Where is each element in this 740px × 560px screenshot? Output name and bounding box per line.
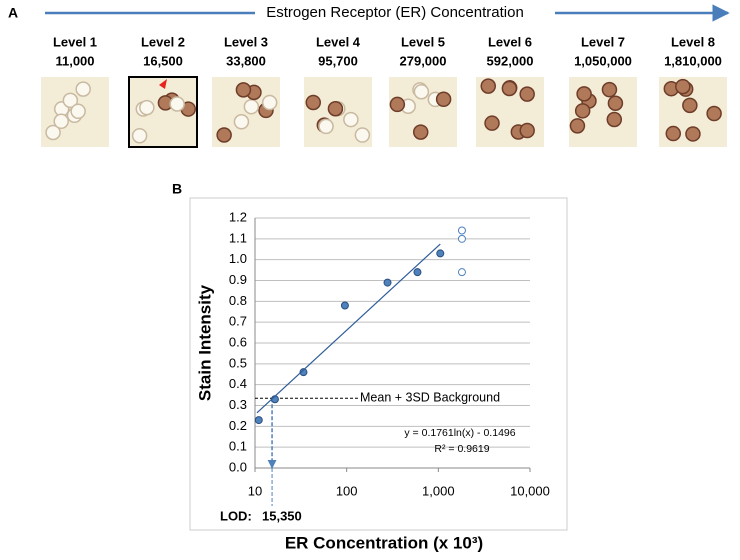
cell [131, 127, 148, 144]
y-tick-label: 0.9 [229, 272, 247, 287]
cell [70, 103, 86, 120]
point [299, 368, 308, 377]
cell [343, 111, 359, 128]
level-name: Level 1 [53, 34, 97, 49]
cell [243, 98, 260, 115]
y-tick-label: 0.2 [229, 418, 247, 433]
level-value: 16,500 [143, 53, 183, 68]
cell [685, 126, 701, 142]
r-squared: R² = 0.9619 [434, 443, 489, 455]
cell [305, 94, 322, 111]
trendline [256, 243, 441, 414]
level-value: 1,050,000 [574, 53, 632, 68]
cell [519, 86, 535, 102]
level-name: Level 6 [488, 34, 532, 49]
level-value: 592,000 [487, 53, 534, 68]
y-tick-label: 0.0 [229, 459, 247, 474]
chart: 0.0 0.1 0.2 0.3 0.4 0.5 0.6 0.7 0.8 0.9 1.0 1.1 1.2 1… [195, 209, 549, 552]
cell [139, 99, 155, 116]
cell [216, 127, 232, 143]
y-tick-label: 0.8 [229, 293, 247, 308]
open-point [457, 226, 466, 235]
level-value: 279,000 [400, 53, 447, 68]
y-tick-label: 0.4 [229, 376, 247, 391]
cell [606, 111, 623, 128]
x-tick-label: 10 [248, 483, 262, 498]
title-bg [255, 2, 555, 24]
x-tick-label: 10,000 [510, 483, 550, 498]
cell [235, 82, 252, 98]
cell [675, 78, 691, 95]
level-value: 95,700 [318, 53, 358, 68]
cell [233, 114, 250, 130]
level-name: Level 8 [671, 34, 715, 49]
levels: Level 1 11,000 Level 2 16,500 Level 3 33,800 L… [41, 34, 727, 148]
cell [62, 92, 79, 109]
cell [169, 96, 185, 112]
cell [569, 118, 586, 134]
cell [75, 81, 91, 97]
panel-title: Estrogen Receptor (ER) Concentration [266, 4, 524, 21]
cell [601, 81, 618, 98]
cell [413, 84, 430, 100]
level-name: Level 7 [581, 34, 625, 49]
level-name: Level 3 [224, 34, 268, 49]
cell [45, 124, 61, 141]
cell [480, 78, 497, 94]
cell [519, 122, 535, 139]
cell [389, 96, 406, 113]
cell [435, 91, 452, 108]
cell [53, 113, 69, 130]
y-tick-label: 1.2 [229, 209, 247, 224]
y-tick-label: 1.1 [229, 230, 247, 245]
cell [576, 86, 592, 102]
equation: y = 0.1761ln(x) - 0.1496 [404, 427, 515, 439]
cell [318, 118, 334, 135]
cell [261, 94, 278, 111]
y-tick-label: 0.1 [229, 439, 247, 454]
x-tick-label: 100 [336, 483, 358, 498]
cell [706, 105, 722, 122]
level-name: Level 2 [141, 34, 185, 49]
level-name: Level 5 [401, 34, 445, 49]
cell [327, 100, 344, 117]
open-point [457, 234, 466, 243]
level-value: 33,800 [226, 53, 266, 68]
panel-label: B [172, 181, 182, 197]
y-tick-label: 0.6 [229, 334, 247, 349]
x-tick-label: 1,000 [422, 483, 455, 498]
open-point [457, 268, 466, 277]
x-axis-title: ER Concentration (x 10³) [285, 533, 483, 552]
point [436, 249, 445, 258]
y-tick-label: 1.0 [229, 251, 247, 266]
cell [501, 80, 518, 97]
y-tick-label: 0.5 [229, 355, 247, 370]
cell [412, 124, 429, 140]
cell [665, 125, 682, 142]
level-name: Level 4 [316, 34, 361, 49]
cell [607, 95, 624, 111]
point [254, 416, 263, 425]
lod-label: LOD: [220, 508, 252, 523]
lod-value: 15,350 [262, 508, 302, 523]
cell [682, 97, 698, 114]
level-value: 1,810,000 [664, 53, 722, 68]
y-tick-label: 0.7 [229, 314, 247, 329]
level-value: 11,000 [55, 53, 94, 68]
cell [484, 115, 500, 131]
point [383, 278, 392, 287]
threshold-label: Mean + 3SD Background [360, 391, 500, 405]
cell [574, 103, 591, 119]
cell [354, 127, 371, 143]
red-arrow [159, 79, 167, 89]
panel-label: A [8, 5, 18, 21]
point [340, 301, 349, 310]
y-tick-label: 0.3 [229, 397, 247, 412]
point [413, 268, 422, 277]
y-axis-title: Stain Intensity [195, 284, 214, 401]
